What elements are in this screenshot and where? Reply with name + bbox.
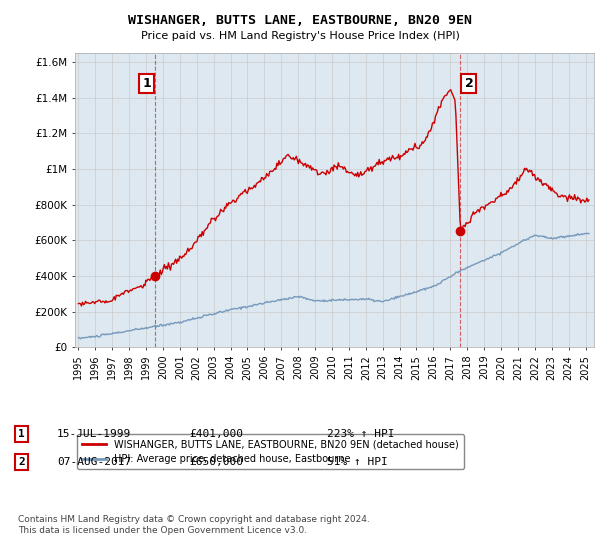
Text: £650,000: £650,000 (189, 457, 243, 467)
Text: 223% ↑ HPI: 223% ↑ HPI (327, 429, 395, 439)
Text: 2: 2 (18, 457, 25, 467)
Text: Price paid vs. HM Land Registry's House Price Index (HPI): Price paid vs. HM Land Registry's House … (140, 31, 460, 41)
Text: WISHANGER, BUTTS LANE, EASTBOURNE, BN20 9EN: WISHANGER, BUTTS LANE, EASTBOURNE, BN20 … (128, 14, 472, 27)
Text: Contains HM Land Registry data © Crown copyright and database right 2024.
This d: Contains HM Land Registry data © Crown c… (18, 515, 370, 535)
Text: 1: 1 (142, 77, 151, 90)
Text: 15-JUL-1999: 15-JUL-1999 (57, 429, 131, 439)
Text: 07-AUG-2017: 07-AUG-2017 (57, 457, 131, 467)
Text: 1: 1 (18, 429, 25, 439)
Text: 2: 2 (464, 77, 473, 90)
Text: £401,000: £401,000 (189, 429, 243, 439)
Text: 51% ↑ HPI: 51% ↑ HPI (327, 457, 388, 467)
Legend: WISHANGER, BUTTS LANE, EASTBOURNE, BN20 9EN (detached house), HPI: Average price: WISHANGER, BUTTS LANE, EASTBOURNE, BN20 … (77, 435, 464, 469)
